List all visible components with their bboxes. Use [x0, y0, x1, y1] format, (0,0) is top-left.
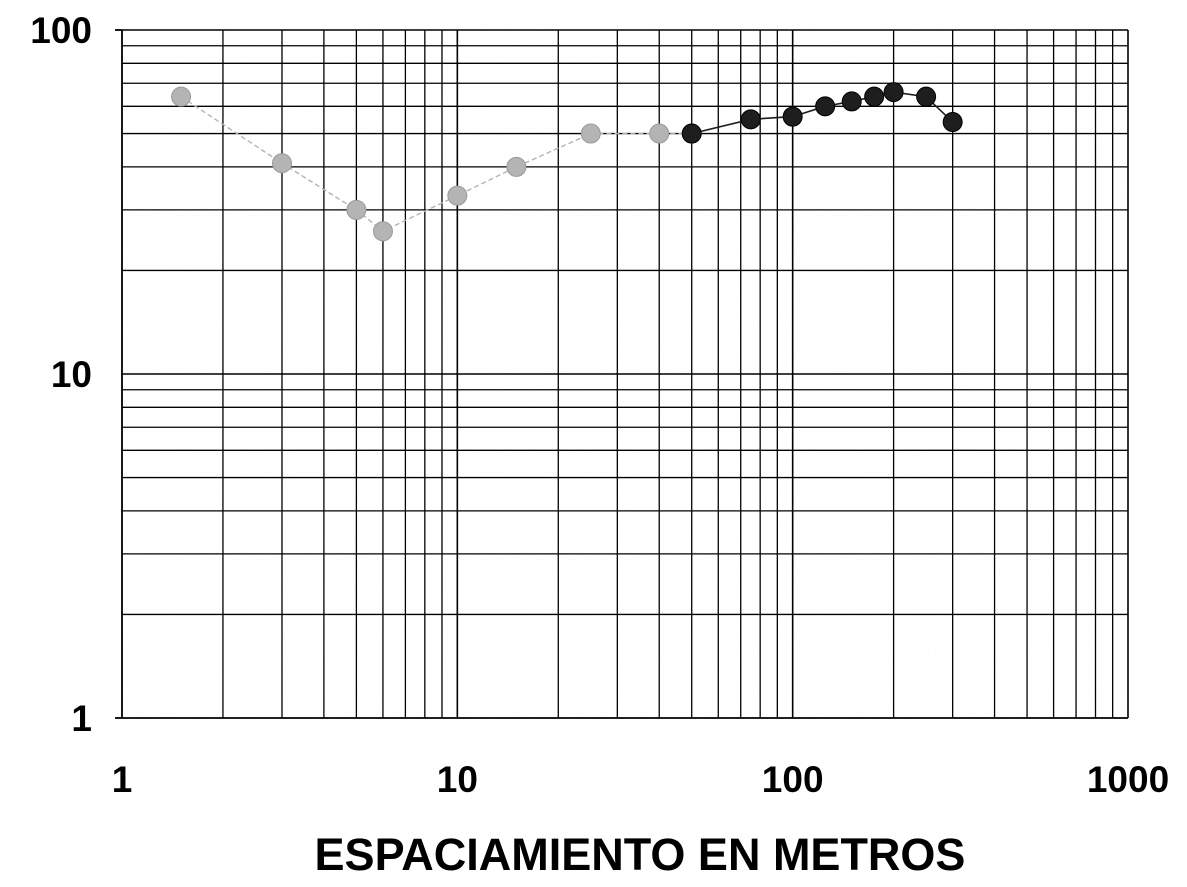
- series-2-point: [883, 82, 904, 103]
- axes: [115, 29, 1128, 719]
- series-1-point: [580, 123, 601, 144]
- x-tick-label: 10: [437, 759, 478, 800]
- series-2-point: [681, 123, 702, 144]
- series-2-point: [942, 112, 963, 133]
- series-1-point: [372, 221, 393, 242]
- x-tick-label: 1000: [1087, 759, 1169, 800]
- y-tick-label: 1: [71, 698, 92, 739]
- series-1-point: [649, 123, 670, 144]
- series-1-point: [171, 86, 192, 107]
- series-1-point: [506, 156, 527, 177]
- y-tick-labels: 1 10 100: [30, 10, 92, 739]
- x-tick-label: 100: [762, 759, 824, 800]
- data-series: [171, 82, 963, 242]
- x-tick-labels: 1 10 100 1000: [112, 759, 1169, 800]
- grid-lines: [122, 29, 1129, 718]
- series-2-point: [916, 86, 937, 107]
- series-2-point: [782, 106, 803, 127]
- series-2-point: [740, 109, 761, 130]
- y-tick-label: 10: [51, 354, 92, 395]
- y-tick-label: 100: [30, 10, 92, 51]
- series-1-point: [271, 153, 292, 174]
- series-2-point: [864, 86, 885, 107]
- x-tick-label: 1: [112, 759, 133, 800]
- series-2-point: [815, 96, 836, 117]
- series-1-point: [346, 199, 367, 220]
- series-1-point: [447, 185, 468, 206]
- x-axis-title: ESPACIAMIENTO EN METROS: [315, 829, 966, 880]
- series-2-point: [841, 91, 862, 112]
